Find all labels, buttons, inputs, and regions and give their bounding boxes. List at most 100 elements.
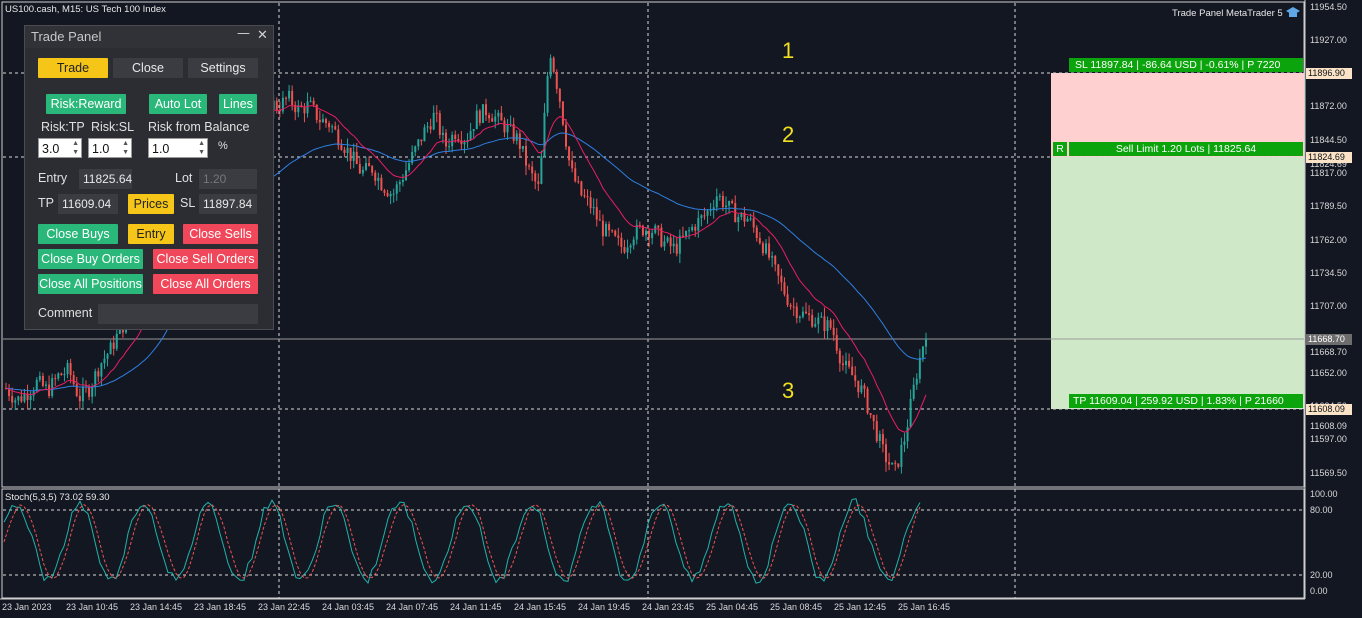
entry-r-button[interactable]: R <box>1053 142 1067 156</box>
candle-body <box>63 374 66 376</box>
close-icon[interactable]: ✕ <box>257 28 268 43</box>
candle-body <box>595 207 598 220</box>
current-price-box: 11668.70 <box>1306 334 1352 345</box>
close-sell-orders-button[interactable]: Close Sell Orders <box>153 249 258 269</box>
marker-3: 3 <box>782 378 795 403</box>
risk-reward-button[interactable]: Risk:Reward <box>46 94 126 114</box>
tp-price-box: 11608.09 <box>1306 404 1352 415</box>
candle-body <box>912 384 915 399</box>
candle-body <box>472 129 475 132</box>
candle-body <box>546 76 549 113</box>
price-axis-tick: 11872.00 <box>1310 101 1347 112</box>
close-sells-button[interactable]: Close Sells <box>183 224 258 244</box>
symbol-label: US100.cash, M15: US Tech 100 Index <box>5 4 166 15</box>
candle-body <box>629 245 632 248</box>
candle-body <box>383 190 386 193</box>
stoch-k-line <box>3 498 921 585</box>
candle-body <box>617 235 620 238</box>
risk-sl-value: 1.0 <box>92 142 110 156</box>
time-axis-label: 23 Jan 14:45 <box>130 602 183 612</box>
candle-body <box>328 123 331 128</box>
tab-close[interactable]: Close <box>113 58 183 78</box>
risk-balance-stepper[interactable]: 1.0 ▲ ▼ <box>148 138 208 158</box>
entry-button[interactable]: Entry <box>128 224 174 244</box>
risk-sl-stepper[interactable]: 1.0 ▲ ▼ <box>88 138 132 158</box>
candle-body <box>675 243 678 254</box>
close-all-orders-button[interactable]: Close All Orders <box>153 274 258 294</box>
candle-body <box>565 124 567 147</box>
candle-body <box>657 225 660 228</box>
close-buy-orders-button[interactable]: Close Buy Orders <box>38 249 143 269</box>
percent-label: % <box>218 140 228 152</box>
candle-body <box>808 313 811 315</box>
stepper-arrows-icon[interactable]: ▲ ▼ <box>198 140 205 156</box>
time-axis-label: 23 Jan 10:45 <box>66 602 119 612</box>
panel-header[interactable]: Trade Panel — ✕ <box>25 26 273 48</box>
close-buys-button[interactable]: Close Buys <box>38 224 118 244</box>
candle-body <box>869 413 872 415</box>
time-axis-label: 23 Jan 22:45 <box>258 602 311 612</box>
stepper-arrows-icon[interactable]: ▲ ▼ <box>72 140 79 156</box>
risk-tp-stepper[interactable]: 3.0 ▲ ▼ <box>38 138 82 158</box>
lines-button[interactable]: Lines <box>219 94 257 114</box>
candle-body <box>598 219 601 221</box>
time-axis-label: 23 Jan 18:45 <box>194 602 247 612</box>
candle-body <box>325 119 327 124</box>
candle-body <box>88 387 91 397</box>
candle-body <box>857 380 860 393</box>
candle-body <box>749 218 752 220</box>
minimize-icon[interactable]: — <box>237 26 250 41</box>
candle-body <box>817 317 820 325</box>
candle-body <box>703 215 706 217</box>
candle-body <box>500 112 503 121</box>
sl-line-tag[interactable]: SL 11897.84 | -86.64 USD | -0.61% | P 72… <box>1069 58 1303 72</box>
candle-body <box>685 230 687 237</box>
candle-body <box>601 220 604 237</box>
auto-lot-button[interactable]: Auto Lot <box>149 94 207 114</box>
candle-body <box>666 237 669 242</box>
comment-field[interactable] <box>98 304 258 324</box>
close-all-positions-button[interactable]: Close All Positions <box>38 274 143 294</box>
candle-body <box>866 388 869 414</box>
prices-button[interactable]: Prices <box>128 194 174 214</box>
candle-body <box>746 218 749 222</box>
entry-line-tag[interactable]: Sell Limit 1.20 Lots | 11825.64 <box>1069 142 1303 156</box>
trade-panel[interactable]: Trade Panel — ✕ Trade Close Settings Ris… <box>24 25 274 330</box>
candle-body <box>445 132 447 147</box>
candle-body <box>752 218 755 228</box>
candle-body <box>841 363 844 366</box>
candle-body <box>798 316 801 319</box>
candle-body <box>552 57 555 72</box>
candle-body <box>700 215 703 218</box>
candle-body <box>651 232 654 239</box>
entry-field[interactable]: 11825.64 <box>79 169 132 189</box>
candle-body <box>789 304 792 307</box>
candle-body <box>768 243 771 258</box>
tp-line-tag[interactable]: TP 11609.04 | 259.92 USD | 1.83% | P 216… <box>1069 394 1303 408</box>
price-axis-tick: 11597.00 <box>1310 434 1347 445</box>
candle-body <box>620 237 623 247</box>
sl-price-box: 11896.90 <box>1306 68 1352 79</box>
candle-body <box>758 238 761 244</box>
candle-body <box>491 118 494 122</box>
candle-body <box>423 127 426 142</box>
time-axis-label: 24 Jan 11:45 <box>450 602 502 612</box>
lot-field[interactable]: 1.20 <box>199 169 257 189</box>
candle-body <box>420 139 423 142</box>
candle-body <box>349 147 352 161</box>
candle-body <box>478 110 481 123</box>
sl-field[interactable]: 11897.84 <box>199 194 257 214</box>
time-axis-label: 24 Jan 03:45 <box>322 602 375 612</box>
tab-settings[interactable]: Settings <box>188 58 258 78</box>
candle-body <box>777 264 780 276</box>
candle-body <box>891 462 894 465</box>
candle-body <box>783 282 786 295</box>
candle-body <box>792 306 795 308</box>
tab-trade[interactable]: Trade <box>38 58 108 78</box>
time-axis-label: 25 Jan 12:45 <box>834 602 887 612</box>
candle-body <box>525 145 527 166</box>
tp-field[interactable]: 11609.04 <box>58 194 118 214</box>
stepper-arrows-icon[interactable]: ▲ ▼ <box>122 140 129 156</box>
candle-body <box>361 169 364 174</box>
candle-body <box>371 166 374 173</box>
